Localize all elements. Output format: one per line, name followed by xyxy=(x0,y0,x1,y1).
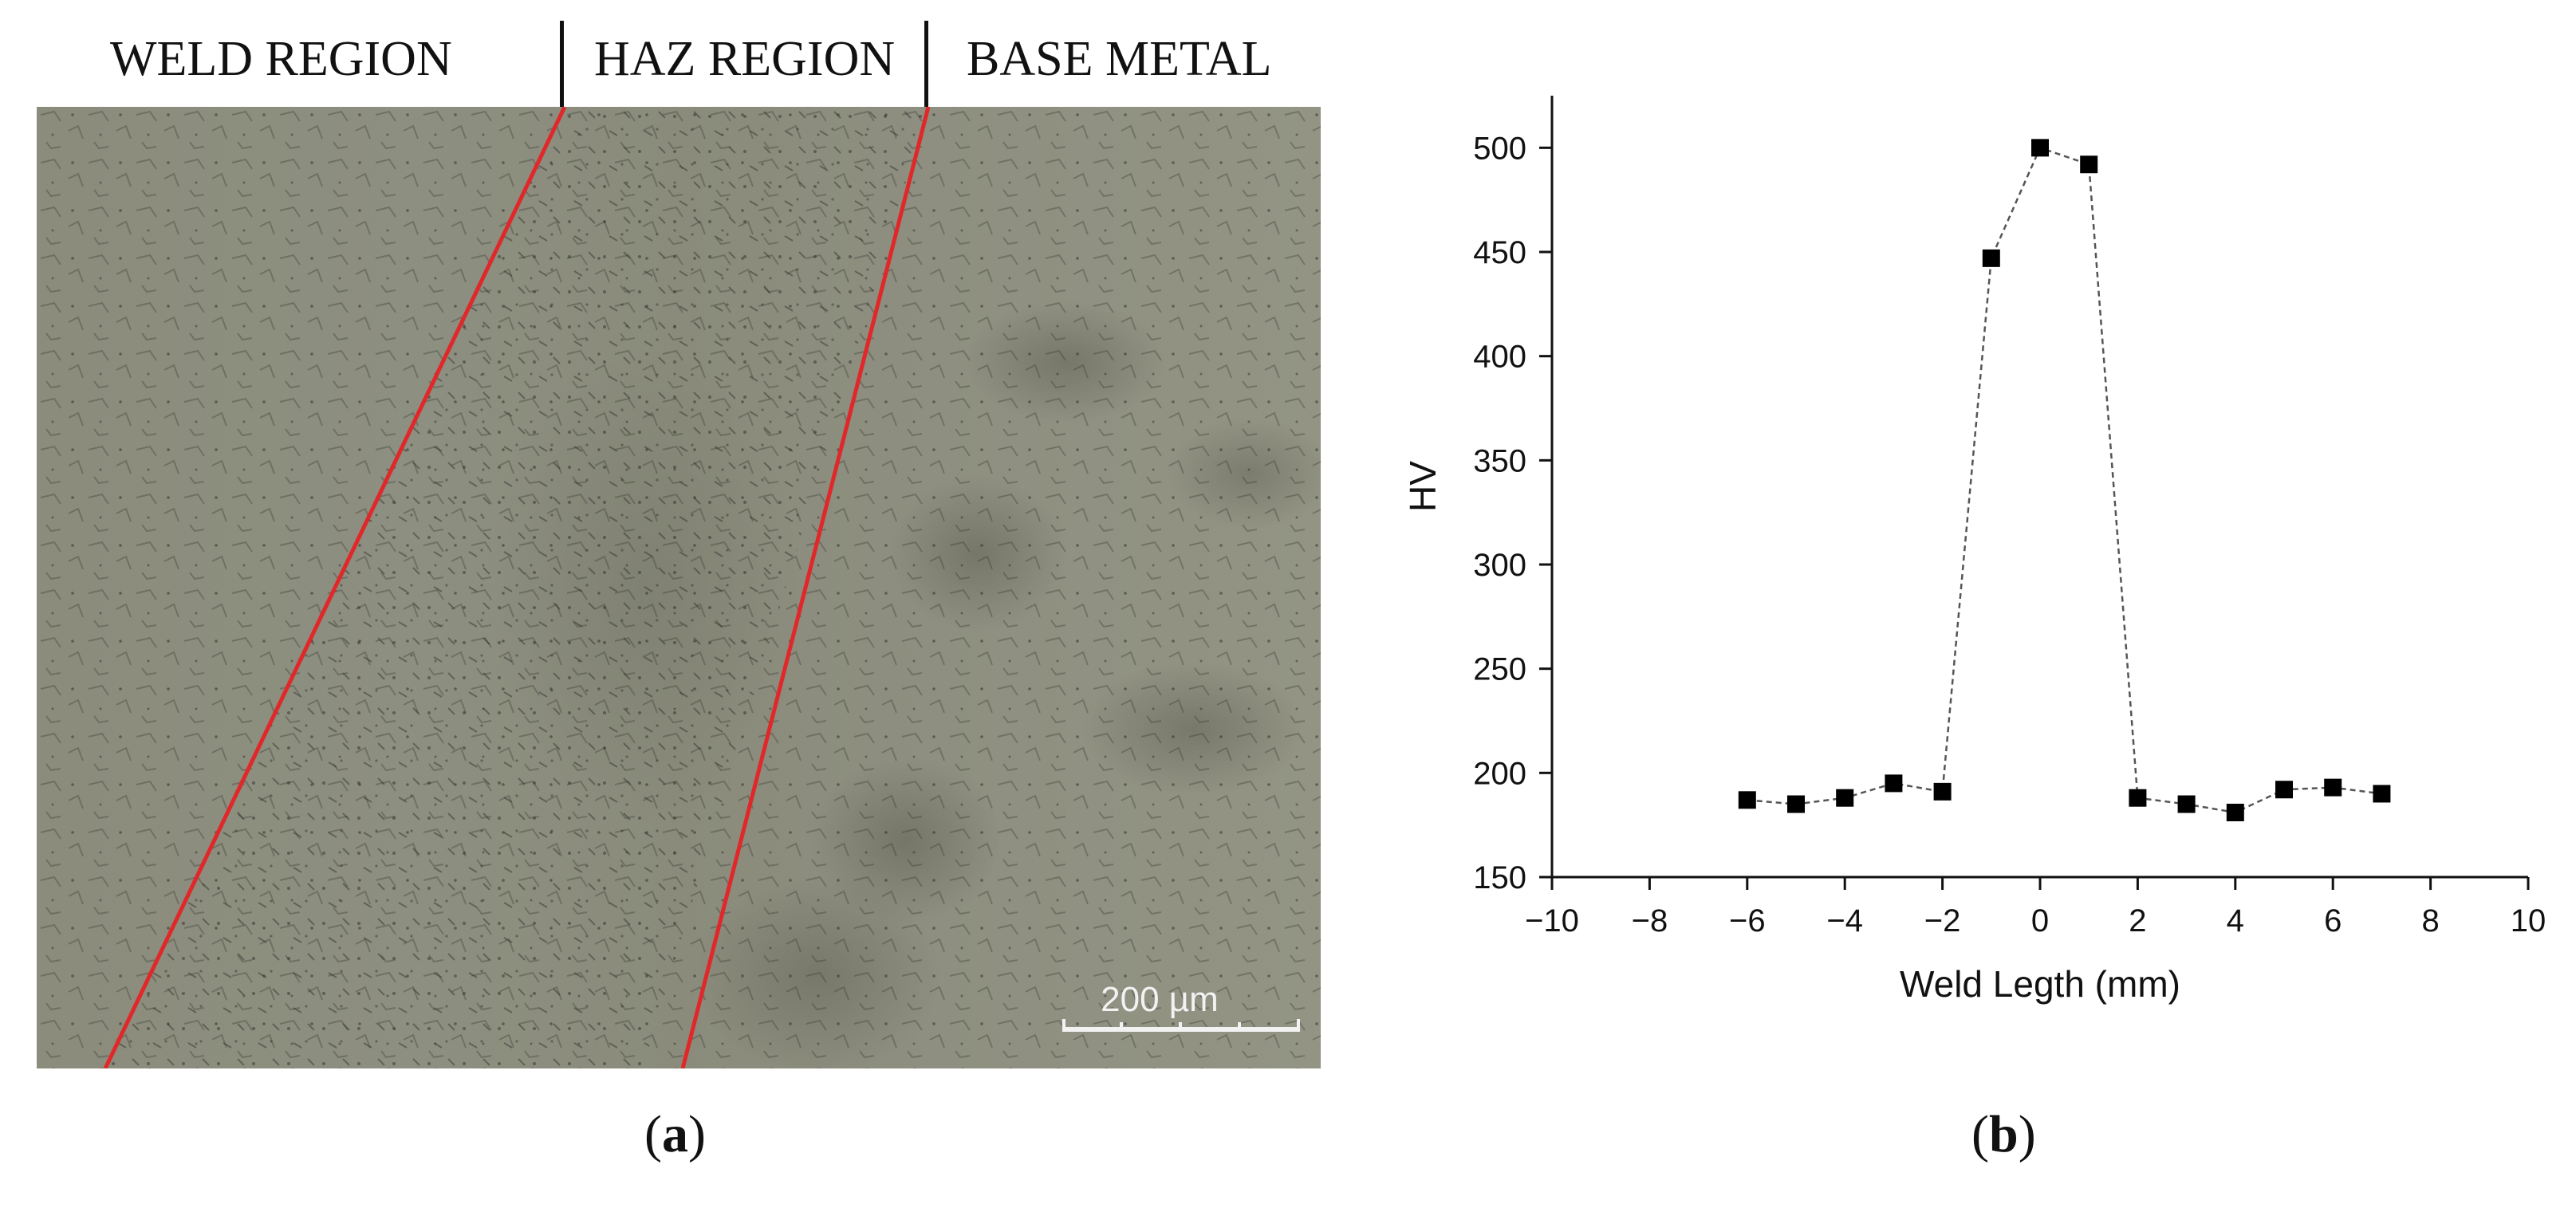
haz-region-label: HAZ REGION xyxy=(594,32,896,86)
y-axis-label: HV xyxy=(1402,461,1444,512)
caption-b-close: ) xyxy=(2018,1105,2036,1163)
weld-region-label: WELD REGION xyxy=(110,32,452,86)
data-point xyxy=(1836,789,1854,807)
hardness-chart: −10 −8 −6 −4 −2 0 2 4 6 8 10 150 200 250 300 350 400 450 5… xyxy=(1402,96,2546,1005)
x-axis-label: Weld Legth (mm) xyxy=(1900,963,2180,1005)
y-tick-label: 450 xyxy=(1473,235,1526,270)
y-tick-label: 250 xyxy=(1473,652,1526,687)
x-tick-label: 4 xyxy=(2227,903,2244,938)
data-point xyxy=(2373,785,2391,803)
data-point xyxy=(2080,155,2098,174)
caption-a: (a) xyxy=(644,1099,706,1171)
y-tick-label: 300 xyxy=(1473,548,1526,583)
micrograph-overlay: 200 µm xyxy=(37,107,1321,1068)
caption-b-open: ( xyxy=(1971,1105,1989,1163)
y-tick-label: 150 xyxy=(1473,860,1526,895)
haz-base-boundary-line xyxy=(680,107,931,1068)
region-divider-1 xyxy=(560,21,564,107)
data-point xyxy=(1933,782,1952,801)
y-tick-label: 350 xyxy=(1473,443,1526,478)
weld-haz-boundary-line xyxy=(103,107,567,1068)
chart-axes: −10 −8 −6 −4 −2 0 2 4 6 8 10 150 200 250 300 350 400 450 5… xyxy=(1473,96,2546,938)
data-point xyxy=(2177,795,2196,813)
series-connector-line xyxy=(1747,146,2382,814)
x-tick-label: −10 xyxy=(1525,903,1579,938)
data-point xyxy=(2275,781,2293,799)
micrograph-image: 200 µm xyxy=(37,107,1321,1068)
x-tick-label: 6 xyxy=(2324,903,2342,938)
x-tick-label: 8 xyxy=(2421,903,2439,938)
y-tick-label: 200 xyxy=(1473,756,1526,791)
caption-a-open: ( xyxy=(644,1105,662,1163)
data-point xyxy=(1787,795,1805,813)
x-tick-label: −6 xyxy=(1729,903,1766,938)
scale-bar: 200 µm xyxy=(1062,980,1300,1032)
base-metal-label: BASE METAL xyxy=(967,32,1272,86)
caption-a-close: ) xyxy=(687,1105,706,1163)
x-tick-label: −2 xyxy=(1924,903,1961,938)
data-point xyxy=(2226,803,2244,821)
data-point xyxy=(2129,789,2147,807)
y-tick-label: 400 xyxy=(1473,340,1526,375)
caption-b-letter: b xyxy=(1988,1105,2019,1163)
x-tick-label: −8 xyxy=(1632,903,1668,938)
caption-a-letter: a xyxy=(661,1105,688,1163)
caption-b: (b) xyxy=(1971,1099,2036,1171)
y-tick-label: 500 xyxy=(1473,131,1526,166)
region-divider-2 xyxy=(924,21,928,107)
x-tick-label: 0 xyxy=(2031,903,2049,938)
data-point xyxy=(2031,139,2049,157)
x-tick-label: 10 xyxy=(2511,903,2546,938)
data-point xyxy=(1738,791,1756,809)
series-line xyxy=(1747,146,2382,814)
x-tick-label: −4 xyxy=(1826,903,1863,938)
data-point xyxy=(1982,249,2000,267)
data-point xyxy=(1885,774,1903,793)
x-tick-label: 2 xyxy=(2129,903,2146,938)
data-point xyxy=(2324,778,2342,797)
series-points xyxy=(1738,139,2391,821)
scale-bar-label: 200 µm xyxy=(1101,980,1219,1019)
